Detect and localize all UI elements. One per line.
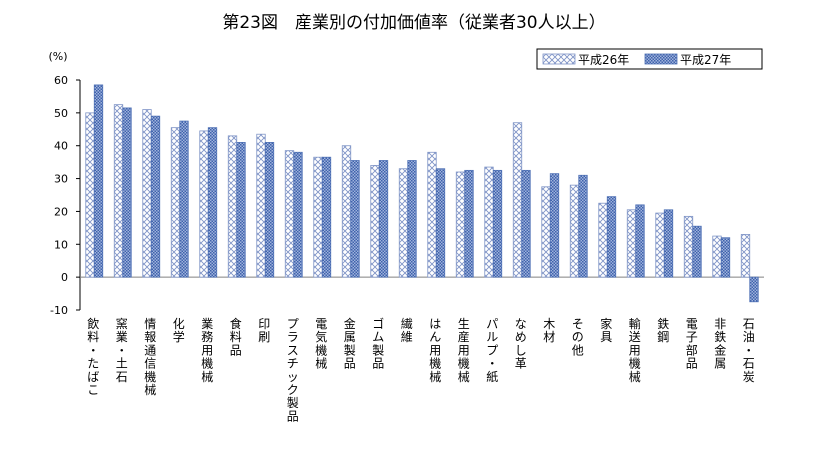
category-label: 化学 [173, 317, 185, 344]
bar-h26 [142, 109, 152, 278]
bar-h27 [521, 169, 531, 278]
bar-h27 [378, 160, 389, 278]
category-label: なめし革 [515, 317, 527, 371]
y-unit-label: (%) [48, 50, 67, 63]
category-label: プラスチック製品 [287, 317, 299, 423]
bar-h27 [720, 237, 731, 278]
bar-h26 [398, 168, 409, 278]
category-label: 食料品 [230, 316, 242, 357]
y-tick-label: 0 [61, 271, 68, 284]
bar-h27 [606, 196, 617, 278]
bar-h26 [284, 150, 295, 278]
bar-h26 [370, 165, 380, 278]
category-label: ゴム製品 [372, 316, 384, 371]
bar-h26 [113, 104, 124, 278]
bar-h26 [227, 135, 238, 278]
bar-h26 [712, 235, 722, 278]
bar-h27 [350, 160, 360, 278]
bar-h27 [207, 127, 218, 278]
bar-h27 [321, 156, 332, 278]
bar-h26 [199, 130, 209, 278]
bar-h27 [692, 225, 702, 278]
bar-h27 [549, 173, 560, 278]
y-tick-label: 40 [54, 140, 68, 153]
bar-h26 [655, 212, 665, 278]
bar-h27 [663, 209, 674, 278]
bar-h26 [484, 166, 494, 278]
bar-h27 [179, 120, 189, 278]
y-tick-label: -10 [50, 304, 68, 317]
bar-h27 [293, 151, 303, 278]
category-label: 情報通信機械 [144, 317, 156, 397]
category-label: 繊維 [401, 317, 413, 344]
category-label: 金属製品 [344, 316, 356, 371]
bar-h27 [749, 276, 759, 303]
category-label: 窯業・土石 [116, 316, 128, 384]
bar-h27 [635, 204, 645, 278]
bar-h26 [512, 122, 523, 278]
y-tick-label: 10 [54, 238, 68, 251]
y-tick-label: 50 [54, 107, 68, 120]
bar-h27 [236, 142, 246, 278]
bar-h26 [85, 112, 95, 278]
bar-h26 [740, 234, 751, 278]
bar-h27 [407, 160, 417, 278]
bar-h26 [313, 156, 323, 278]
category-label: パルプ・紙 [486, 317, 498, 384]
bar-h27 [150, 115, 161, 278]
category-label: 木材 [543, 317, 555, 344]
legend-swatch-h27 [644, 53, 678, 65]
category-label: 石油・石炭 [743, 317, 755, 384]
bar-h26 [683, 215, 694, 278]
bar-h27 [464, 169, 474, 278]
bar-h26 [626, 209, 637, 278]
category-label: 電気機械 [315, 317, 327, 371]
category-label: その他 [572, 317, 584, 357]
bar-h26 [341, 145, 352, 278]
y-tick-label: 20 [54, 205, 68, 218]
category-label: 輸送用機械 [629, 316, 641, 384]
bar-h26 [598, 202, 608, 278]
bar-h26 [541, 186, 551, 278]
bar-h26 [256, 133, 266, 278]
bar-h26 [569, 184, 580, 278]
category-label: 印刷 [258, 317, 270, 344]
y-tick-label: 60 [54, 74, 68, 87]
bar-h27 [435, 168, 446, 278]
category-label: 業務用機械 [201, 317, 213, 384]
bar-h26 [455, 171, 466, 278]
bar-h26 [427, 151, 437, 278]
y-tick-label: 30 [54, 173, 68, 186]
bar-h27 [122, 107, 132, 278]
legend-label-h27: 平成27年 [680, 53, 731, 67]
category-label: 鉄鋼 [657, 316, 669, 344]
legend-swatch-h26 [542, 53, 576, 65]
category-label: 飲料・たばこ [87, 316, 99, 397]
category-label: 生産用機械 [458, 317, 470, 384]
bar-h27 [264, 142, 275, 278]
category-label: 非鉄金属 [714, 317, 726, 371]
bar-h27 [492, 169, 503, 278]
category-label: 家具 [600, 316, 612, 344]
bar-h27 [578, 174, 588, 278]
legend-label-h26: 平成26年 [578, 53, 629, 67]
category-label: 電子部品 [686, 317, 698, 371]
bar-h26 [170, 127, 181, 278]
bar-h27 [93, 84, 104, 278]
chart-title: 第23図 産業別の付加価値率（従業者30人以上） [222, 13, 606, 33]
category-label: はん用機械 [429, 317, 441, 384]
